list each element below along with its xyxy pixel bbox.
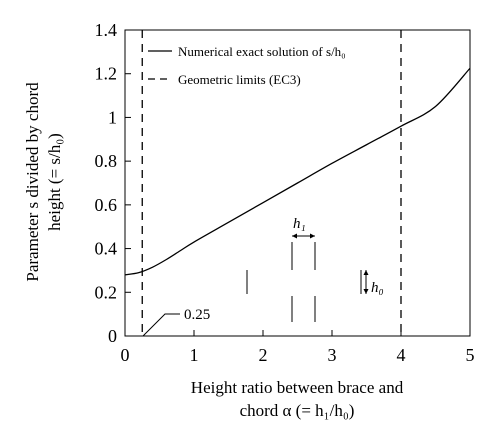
h1-label: h₁ [293, 216, 306, 232]
h0-arrow-down-icon [363, 289, 369, 294]
limit-annotation: 0.25 [142, 307, 210, 337]
x-tick-label-1: 1 [190, 345, 199, 365]
h1-arrow-right-icon [310, 233, 315, 239]
legend-label-exact-solution: Numerical exact solution of s/h₀ [178, 44, 346, 59]
x-tick-label-3: 3 [328, 345, 337, 365]
h0-label: h₀ [371, 280, 384, 296]
y-tick-label-0: 0 [108, 326, 117, 346]
y-tick-label-7: 1.4 [95, 20, 118, 40]
x-tick-label-5: 5 [466, 345, 475, 365]
x-axis-title-line-2: chord α (= h₁/h₀) [240, 401, 355, 420]
series-line-exact-solution [124, 67, 471, 276]
y-tick-label-6: 1.2 [95, 64, 118, 84]
limit-leader-line [142, 313, 180, 337]
reference-lines [141, 30, 402, 336]
y-tick-label-4: 0.8 [95, 151, 118, 171]
axis-ticks [124, 29, 471, 337]
x-tick-label-0: 0 [121, 345, 130, 365]
y-tick-label-1: 0.2 [95, 282, 118, 302]
plot-frame [124, 29, 471, 337]
y-tick-label-3: 0.6 [95, 195, 118, 215]
x-axis-title-line-1: Height ratio between brace and [191, 378, 404, 397]
y-axis-title-line-1: Parameter s divided by chord [23, 82, 42, 282]
y-axis-title-line-2: height (= s/h₀) [45, 133, 64, 231]
legend: Numerical exact solution of s/h₀ Geometr… [148, 44, 346, 87]
h1-arrow-left-icon [292, 233, 297, 239]
y-tick-label-2: 0.4 [95, 239, 118, 259]
y-tick-label-5: 1 [108, 107, 117, 127]
limit-label: 0.25 [184, 307, 210, 323]
h0-arrow-up-icon [363, 270, 369, 275]
joint-schematic: h₁ h₀ [246, 216, 384, 322]
x-tick-label-4: 4 [397, 345, 406, 365]
axis-tick-labels: 0 1 2 3 4 5 0 0.2 0.4 0.6 0.8 1 1.2 1.4 [95, 20, 475, 365]
x-tick-label-2: 2 [259, 345, 268, 365]
legend-label-geometric-limits: Geometric limits (EC3) [178, 72, 301, 87]
